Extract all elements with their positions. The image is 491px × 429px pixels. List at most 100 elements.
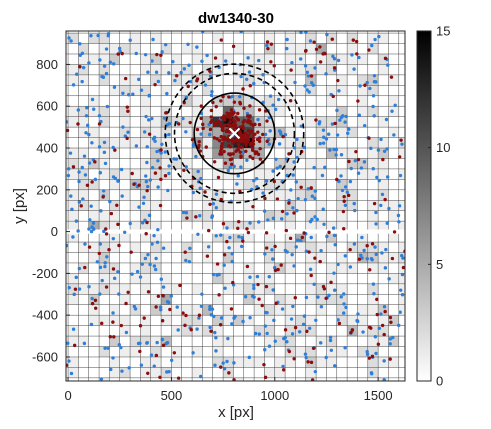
y-axis-label: y [px] <box>11 188 28 224</box>
red-point <box>236 142 241 147</box>
density-cell <box>68 273 79 284</box>
red-point <box>78 65 82 69</box>
red-point <box>231 118 236 122</box>
density-cell <box>181 95 193 107</box>
blue-point <box>239 165 243 169</box>
blue-point <box>248 221 252 225</box>
blue-point <box>142 130 147 134</box>
blue-point <box>71 83 76 87</box>
density-cell <box>202 221 213 232</box>
density-cell <box>88 95 100 107</box>
blue-point <box>250 294 255 298</box>
density-cell <box>161 336 172 347</box>
blue-point <box>222 367 227 371</box>
red-point <box>104 285 109 289</box>
blue-point <box>171 60 175 64</box>
blue-point <box>167 132 171 137</box>
density-cell <box>336 252 348 263</box>
blue-point <box>87 61 91 65</box>
red-point <box>251 142 256 146</box>
density-cell <box>192 315 203 326</box>
blue-point <box>90 97 95 102</box>
blue-point <box>69 371 74 376</box>
density-cell <box>316 64 327 75</box>
blue-point <box>69 194 73 198</box>
red-point <box>76 122 80 126</box>
blue-point <box>348 179 353 184</box>
red-point <box>279 263 283 267</box>
density-cell <box>326 116 337 128</box>
density-cell <box>264 64 275 75</box>
blue-point <box>91 221 96 225</box>
density-cell <box>398 242 405 253</box>
density-cell <box>150 304 162 316</box>
blue-point <box>313 369 318 374</box>
blue-point <box>166 188 170 193</box>
blue-point <box>90 141 94 145</box>
blue-point <box>149 353 154 357</box>
density-cell <box>378 158 389 169</box>
red-point <box>66 128 70 133</box>
blue-point <box>353 158 358 163</box>
blue-point <box>390 109 394 113</box>
density-cell <box>150 346 162 357</box>
blue-point <box>353 208 357 213</box>
density-cell <box>347 262 358 274</box>
density-cell <box>367 294 379 305</box>
blue-point <box>92 227 96 231</box>
red-point <box>222 118 227 122</box>
density-cell <box>99 315 110 326</box>
density-cell <box>68 221 79 232</box>
blue-point <box>299 238 303 243</box>
density-cell <box>305 85 317 96</box>
density-cell <box>305 252 317 263</box>
blue-point <box>227 246 231 250</box>
blue-point <box>385 221 389 226</box>
density-cell <box>274 189 286 201</box>
blue-point <box>66 167 71 171</box>
density-cell <box>367 325 379 336</box>
density-cell <box>140 336 151 347</box>
blue-point <box>333 243 337 247</box>
blue-point <box>200 31 205 34</box>
red-point <box>258 136 262 140</box>
blue-point <box>290 252 294 257</box>
blue-point <box>239 31 243 34</box>
colorbar-gradient <box>416 30 432 382</box>
red-point <box>321 52 325 56</box>
density-cell <box>233 315 244 326</box>
density-cell <box>285 262 296 274</box>
blue-point <box>290 332 295 336</box>
density-cell <box>233 85 244 96</box>
density-cell <box>347 33 358 44</box>
blue-point <box>331 226 336 230</box>
red-point <box>273 244 277 249</box>
density-cell <box>254 158 265 169</box>
density-cell <box>326 85 337 96</box>
density-cell <box>347 53 358 65</box>
red-point <box>284 228 288 233</box>
red-point <box>336 78 340 83</box>
blue-point <box>83 242 87 246</box>
red-point <box>318 259 322 264</box>
blue-point <box>77 200 82 204</box>
blue-point <box>326 132 331 136</box>
density-cell <box>254 356 265 368</box>
density-cell <box>274 367 286 378</box>
density-cell <box>223 116 234 128</box>
density-cell <box>140 95 151 107</box>
density-cell <box>243 356 255 368</box>
red-point <box>227 95 231 99</box>
density-cell <box>367 252 379 263</box>
density-cell <box>264 252 275 263</box>
blue-point <box>188 79 193 84</box>
blue-point <box>339 115 344 119</box>
density-cell <box>357 304 368 316</box>
red-point <box>342 199 346 203</box>
red-point <box>332 66 337 70</box>
blue-point <box>128 221 132 226</box>
density-cell <box>336 168 348 180</box>
blue-point <box>261 191 265 195</box>
density-cell <box>285 221 296 232</box>
blue-point <box>147 94 151 98</box>
